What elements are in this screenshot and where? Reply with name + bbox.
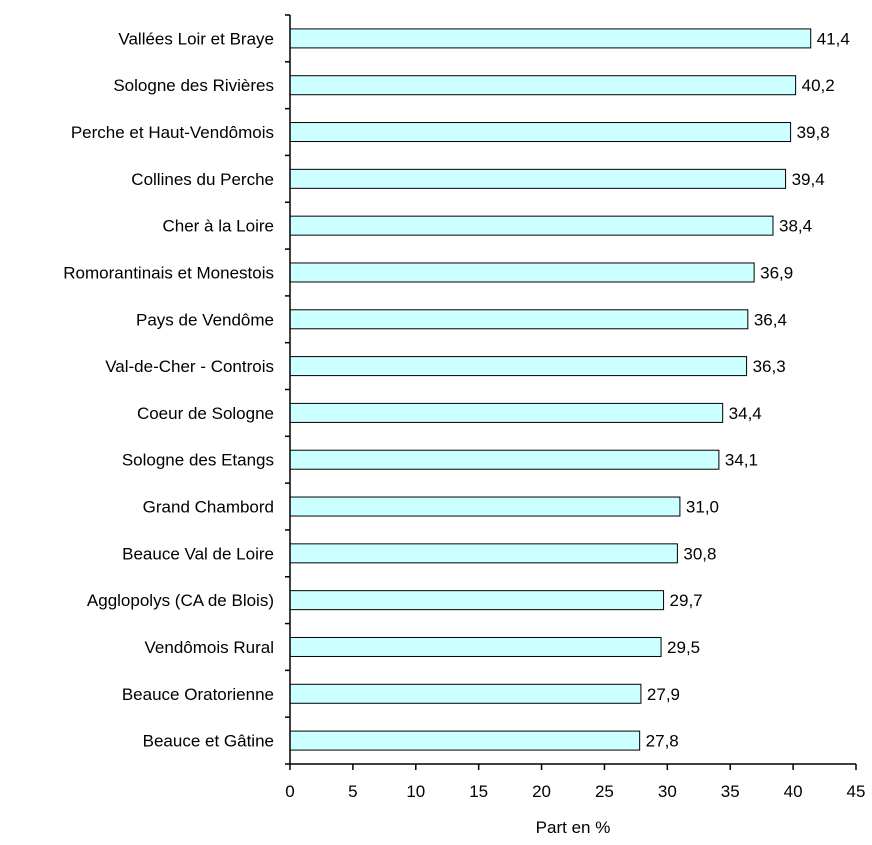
category-label: Beauce Val de Loire [122, 544, 274, 563]
category-label: Romorantinais et Monestois [63, 263, 274, 282]
x-axis-title: Part en % [536, 818, 611, 837]
data-label: 30,8 [683, 544, 716, 563]
category-label: Cher à la Loire [162, 217, 274, 236]
category-label: Vendômois Rural [145, 638, 274, 657]
x-tick-label: 0 [285, 782, 294, 801]
category-label: Grand Chambord [143, 498, 274, 517]
data-label: 27,9 [647, 685, 680, 704]
data-label: 34,1 [725, 451, 758, 470]
data-label: 36,3 [753, 357, 786, 376]
bars-layer [289, 28, 812, 751]
data-label: 34,4 [729, 404, 762, 423]
data-label: 39,4 [792, 170, 825, 189]
category-label: Vallées Loir et Braye [118, 29, 274, 48]
bar [289, 356, 748, 377]
x-tick-label: 20 [532, 782, 551, 801]
bar [289, 75, 797, 96]
bar [289, 683, 642, 704]
x-tick-label: 25 [595, 782, 614, 801]
data-label: 29,7 [670, 591, 703, 610]
labels-layer: Vallées Loir et Braye 41,4 Sologne des Riv… [63, 14, 866, 801]
bar [289, 636, 662, 657]
x-tick-label: 40 [784, 782, 803, 801]
category-label: Agglopolys (CA de Blois) [87, 591, 274, 610]
bar [289, 122, 792, 143]
bar [289, 543, 678, 564]
data-label: 27,8 [646, 732, 679, 751]
category-label: Sologne des Etangs [122, 451, 274, 470]
data-label: 38,4 [779, 217, 812, 236]
bar [289, 590, 665, 611]
x-tick-label: 35 [721, 782, 740, 801]
category-label: Beauce et Gâtine [143, 732, 274, 751]
bar [289, 168, 787, 189]
category-label: Val-de-Cher - Controis [105, 357, 274, 376]
bar [289, 496, 681, 517]
bar [289, 28, 812, 49]
category-label: Collines du Perche [131, 170, 274, 189]
data-label: 41,4 [817, 29, 850, 48]
bar [289, 215, 774, 236]
category-label: Sologne des Rivières [113, 76, 274, 95]
bar [289, 730, 641, 751]
data-label: 40,2 [802, 76, 835, 95]
data-label: 36,9 [760, 263, 793, 282]
data-label: 39,8 [797, 123, 830, 142]
bar [289, 449, 720, 470]
x-tick-label: 5 [348, 782, 357, 801]
x-tick-label: 45 [847, 782, 866, 801]
data-label: 31,0 [686, 498, 719, 517]
category-label: Pays de Vendôme [136, 310, 274, 329]
data-label: 29,5 [667, 638, 700, 657]
x-tick-label: 10 [406, 782, 425, 801]
category-label: Coeur de Sologne [137, 404, 274, 423]
x-tick-label: 15 [469, 782, 488, 801]
category-label: Perche et Haut-Vendômois [71, 123, 274, 142]
category-label: Beauce Oratorienne [122, 685, 274, 704]
data-label: 36,4 [754, 310, 787, 329]
bar [289, 309, 749, 330]
bar [289, 262, 755, 283]
bar [289, 402, 724, 423]
x-tick-label: 30 [658, 782, 677, 801]
